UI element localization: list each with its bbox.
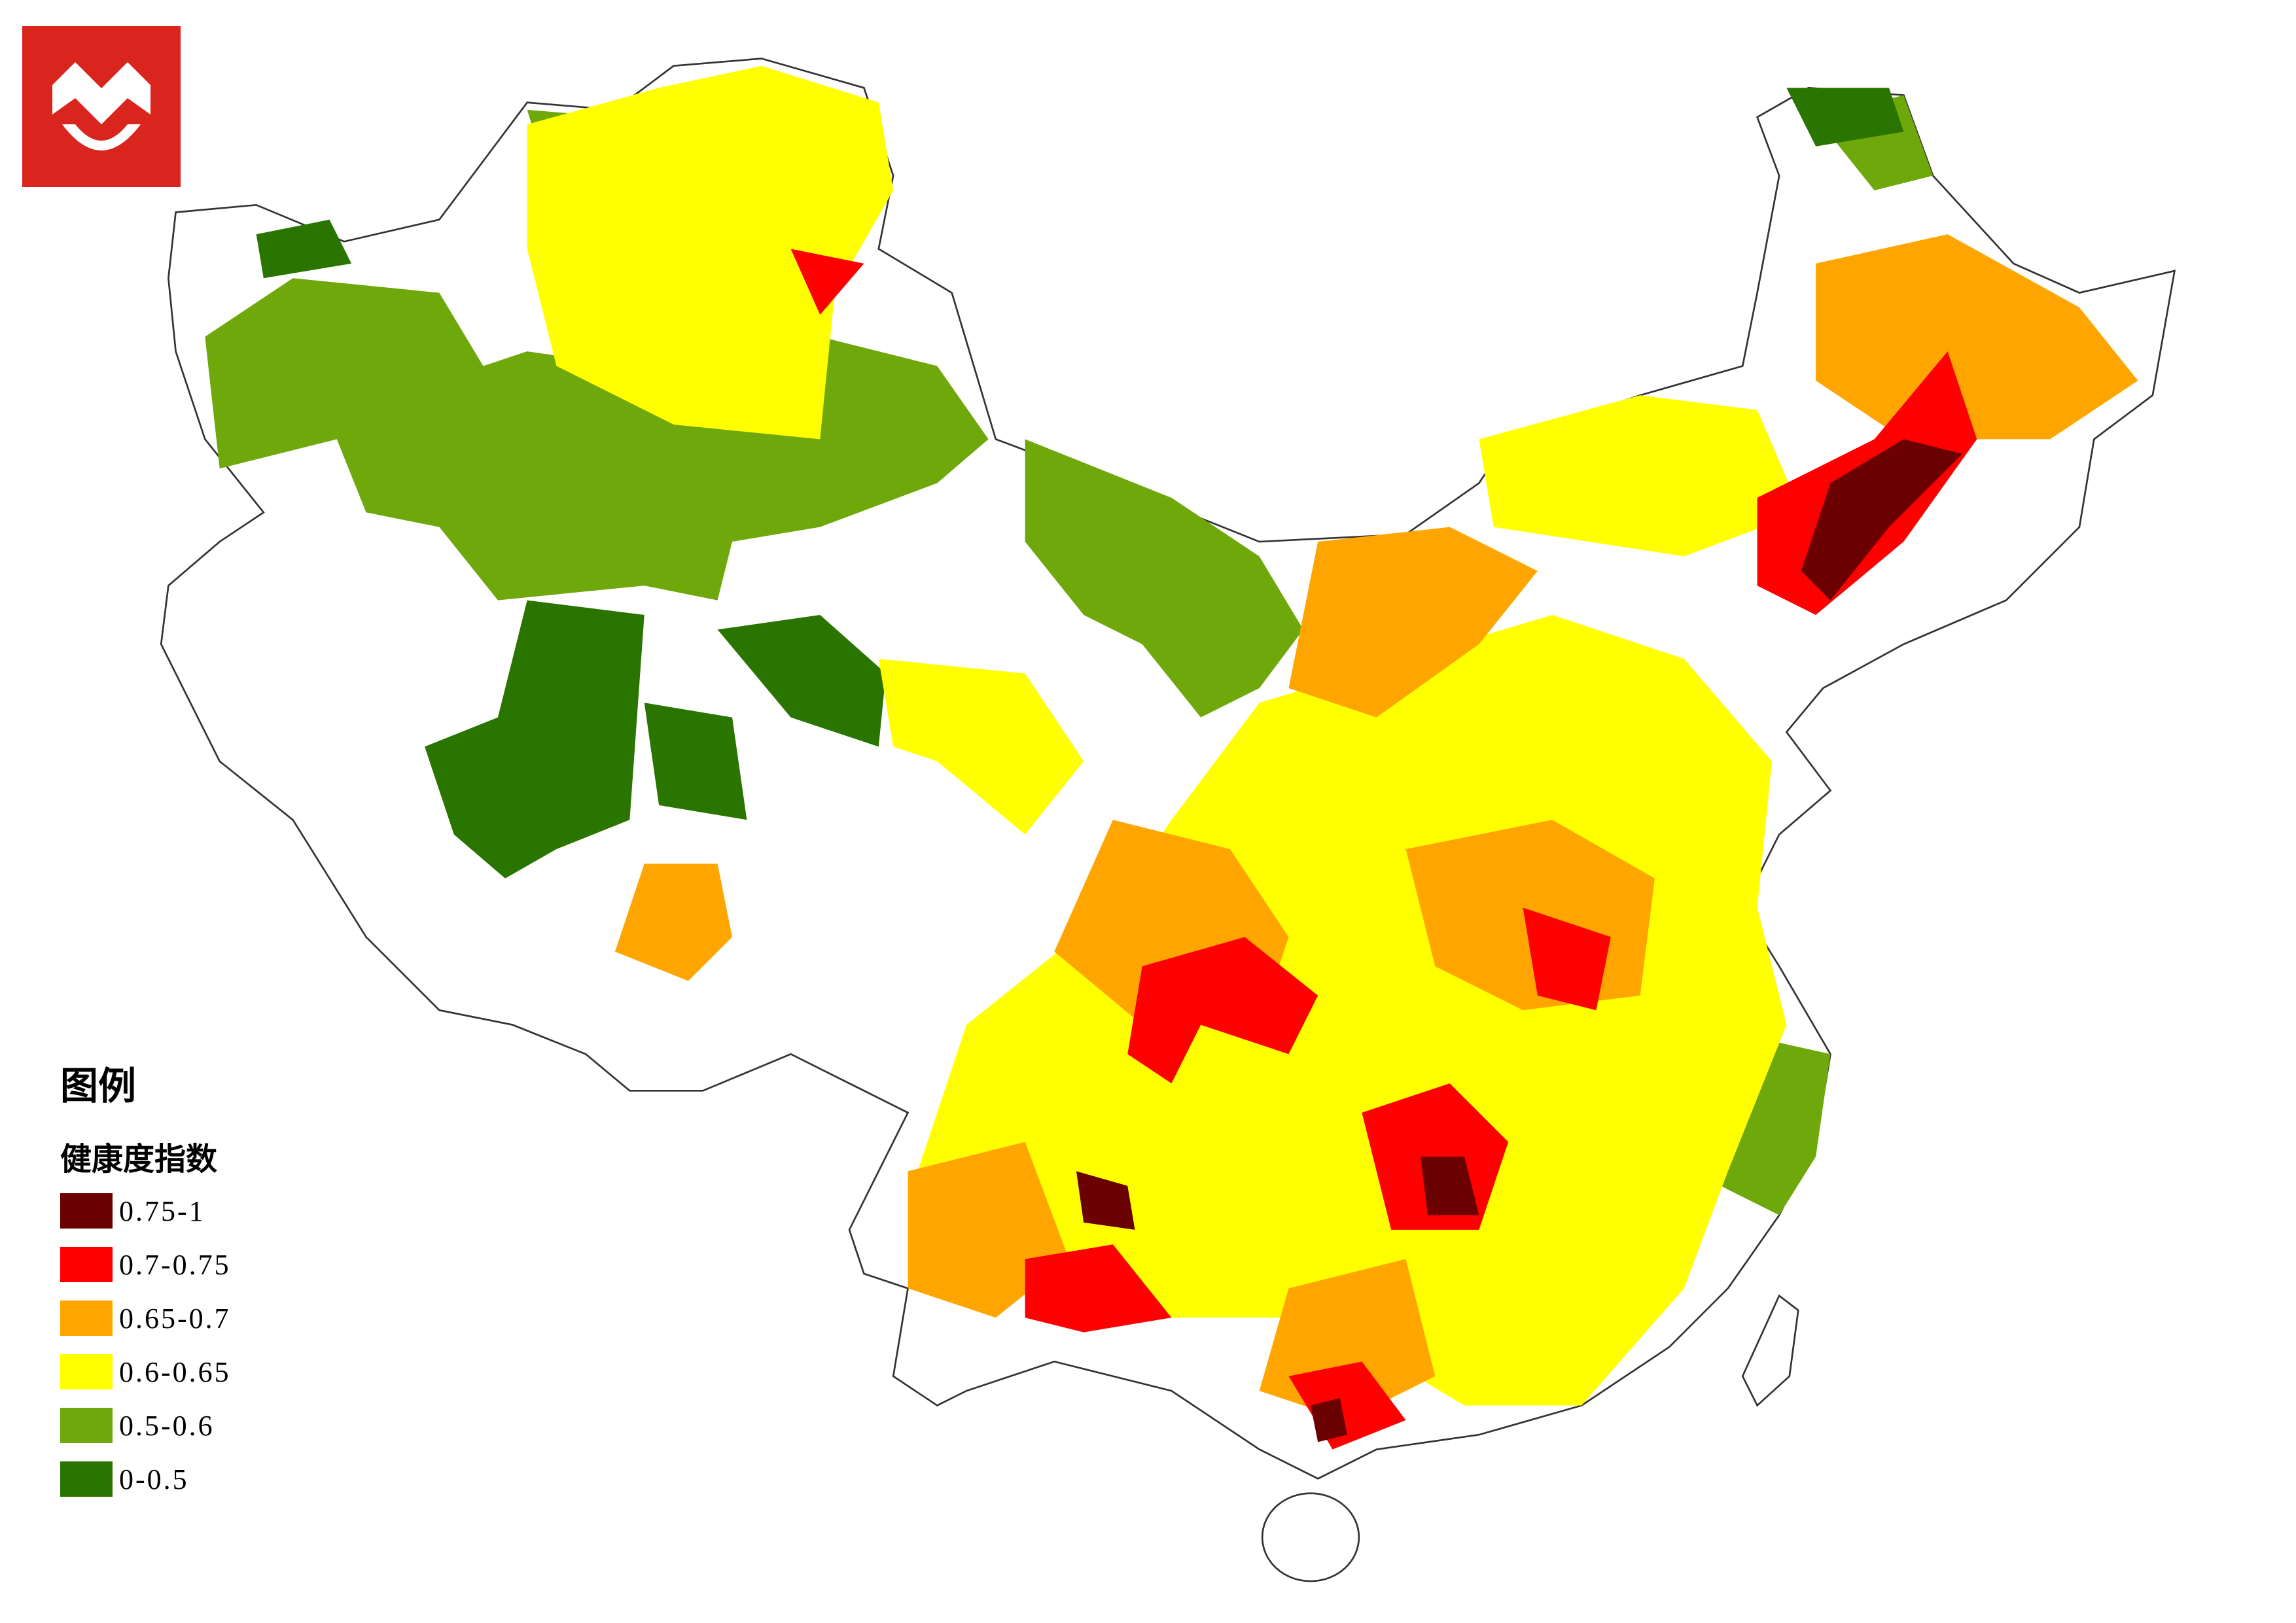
region — [644, 703, 747, 820]
legend-title: 图例 — [60, 1064, 136, 1108]
region — [717, 614, 886, 747]
region — [1523, 907, 1611, 1011]
region — [1479, 395, 1801, 557]
region — [614, 864, 732, 981]
logo-mark — [62, 124, 141, 150]
region — [1311, 1398, 1347, 1442]
region — [790, 249, 864, 315]
legend-label: 0.65-0.7 — [119, 1302, 231, 1335]
legend-label: 0-0.5 — [119, 1463, 189, 1495]
region — [256, 219, 352, 279]
legend-swatch — [60, 1193, 113, 1229]
region — [527, 65, 894, 440]
legend-label: 0.5-0.6 — [119, 1410, 215, 1442]
region — [1127, 937, 1318, 1084]
legend-label: 0.6-0.65 — [119, 1356, 231, 1388]
legend-swatch — [60, 1247, 113, 1282]
region — [1025, 439, 1303, 718]
region — [1786, 88, 1904, 147]
legend-swatch — [60, 1354, 113, 1389]
region — [1025, 1244, 1172, 1333]
region — [425, 600, 645, 879]
legend-label: 0.75-1 — [119, 1195, 205, 1227]
legend-swatch — [60, 1461, 113, 1497]
region — [1420, 1157, 1479, 1215]
island-outline — [1261, 1492, 1360, 1582]
region — [1288, 527, 1538, 718]
region — [878, 659, 1084, 835]
legend-subtitle: 健康度指数 — [60, 1141, 217, 1178]
map — [160, 58, 2176, 1582]
logo-mark — [52, 62, 150, 124]
legend-swatch — [60, 1408, 113, 1443]
region — [1288, 1361, 1406, 1450]
island-outline — [1741, 1294, 1799, 1407]
region — [1076, 1171, 1135, 1230]
legend-label: 0.7-0.75 — [119, 1249, 231, 1281]
region — [1801, 439, 1962, 601]
logo — [22, 26, 181, 187]
region — [1816, 234, 2138, 440]
legend: 0.75-1 0.7-0.75 0.65-0.7 0.6-0.65 0.5-0.6 0-0… — [60, 1193, 231, 1497]
legend-swatch — [60, 1300, 113, 1336]
